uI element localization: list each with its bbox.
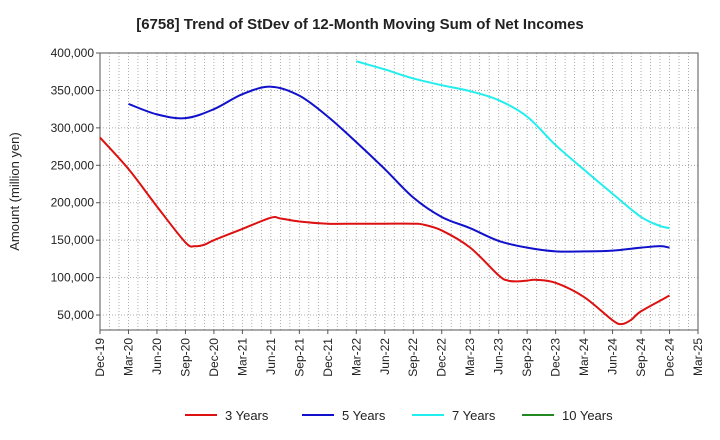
- series-line-7-years: [356, 60, 670, 230]
- x-tick-label: Dec-22: [435, 338, 449, 377]
- series-line-3-years: [99, 136, 671, 326]
- y-axis-ticks: 50,000 100,000 150,000 200,000 250,000 300,00…: [51, 46, 100, 322]
- legend-label: 5 Years: [342, 408, 386, 423]
- x-tick-label: Sep-24: [634, 338, 648, 377]
- x-tick-label: Mar-25: [691, 338, 705, 376]
- legend-item-5-years: 5 Years: [302, 408, 386, 423]
- x-tick-label: Mar-23: [463, 338, 477, 376]
- x-tick-label: Sep-20: [178, 338, 192, 377]
- y-tick-label: 300,000: [51, 121, 95, 135]
- x-tick-label: Mar-22: [349, 338, 363, 376]
- legend: 3 Years 5 Years 7 Years 10 Years: [185, 408, 613, 423]
- series-line-5-years: [128, 85, 670, 253]
- x-tick-label: Dec-23: [549, 338, 563, 377]
- x-tick-label: Mar-21: [235, 338, 249, 376]
- y-tick-label: 200,000: [51, 196, 95, 210]
- y-tick-label: 400,000: [51, 46, 95, 60]
- legend-item-7-years: 7 Years: [412, 408, 496, 423]
- legend-item-3-years: 3 Years: [185, 408, 269, 423]
- x-tick-label: Dec-21: [321, 338, 335, 377]
- y-tick-label: 100,000: [51, 271, 95, 285]
- x-axis-ticks: Dec-19 Mar-20 Jun-20 Sep-20 Dec-20 Mar-21 Jun-…: [93, 330, 705, 377]
- y-tick-label: 50,000: [57, 308, 94, 322]
- series-lines: [99, 60, 671, 326]
- x-tick-label: Jun-24: [606, 338, 620, 375]
- legend-item-10-years: 10 Years: [522, 408, 613, 423]
- legend-label: 7 Years: [452, 408, 496, 423]
- x-tick-label: Mar-24: [577, 338, 591, 376]
- x-tick-label: Jun-23: [492, 338, 506, 375]
- x-tick-label: Mar-20: [121, 338, 135, 376]
- x-tick-label: Dec-20: [207, 338, 221, 377]
- x-tick-label: Sep-21: [292, 338, 306, 377]
- chart-title: [6758] Trend of StDev of 12-Month Moving…: [136, 16, 584, 33]
- x-tick-label: Sep-22: [406, 338, 420, 377]
- x-tick-label: Dec-19: [93, 338, 107, 377]
- x-tick-label: Jun-20: [150, 338, 164, 375]
- x-tick-label: Sep-23: [520, 338, 534, 377]
- y-axis-label: Amount (million yen): [7, 132, 22, 251]
- legend-label: 10 Years: [562, 408, 613, 423]
- y-tick-label: 350,000: [51, 83, 95, 97]
- y-tick-label: 250,000: [51, 158, 95, 172]
- x-tick-label: Jun-22: [378, 338, 392, 375]
- x-tick-label: Jun-21: [264, 338, 278, 375]
- x-tick-label: Dec-24: [663, 338, 677, 377]
- y-tick-label: 150,000: [51, 233, 95, 247]
- plot-frame: [99, 52, 699, 331]
- legend-label: 3 Years: [225, 408, 269, 423]
